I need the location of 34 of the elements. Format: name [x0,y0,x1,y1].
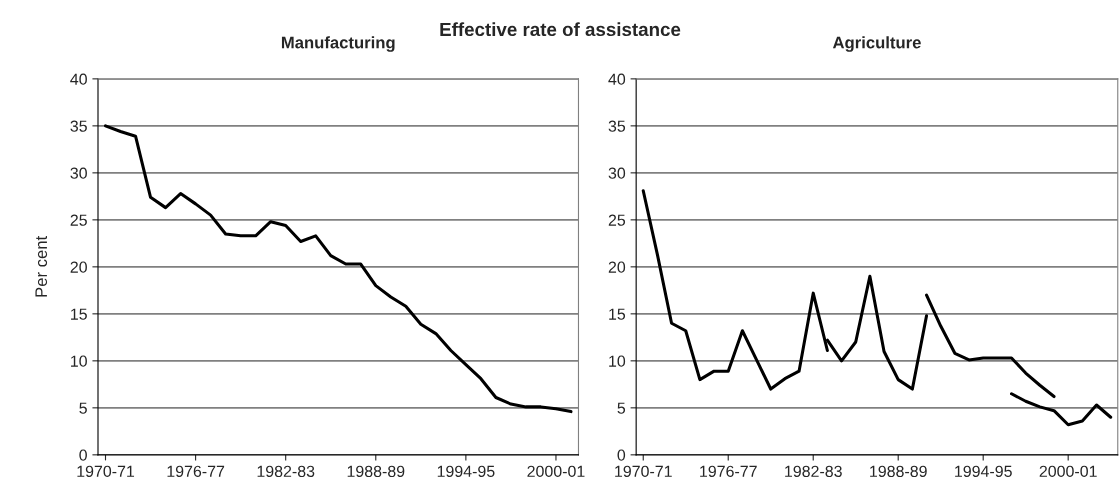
x-tick-label: 1976-77 [167,465,225,477]
x-tick-label: 1982-83 [257,465,315,477]
chart-title: Agriculture [832,36,921,52]
x-tick-label: 1988-89 [347,465,405,477]
y-tick-label: 25 [608,214,626,226]
chart-title: Manufacturing [281,36,395,52]
y-tick-label: 15 [71,308,87,320]
x-tick-label: 2000-01 [1039,465,1097,477]
x-tick-label: 1970-71 [77,465,135,477]
y-tick-label: 40 [608,73,626,85]
x-tick-label: 1976-77 [700,465,757,477]
y-tick-label: 25 [70,214,87,226]
y-tick-label: 20 [608,261,626,273]
y-tick-label: 10 [609,355,626,367]
y-tick-label: 0 [79,449,87,461]
y-tick-label: 35 [608,120,626,132]
y-tick-label: 20 [70,261,87,273]
y-tick-label: 30 [608,167,626,179]
y-tick-label: 35 [70,120,87,132]
x-tick-label: 1970-71 [615,465,672,477]
text: Effective rate of assistance [440,22,681,37]
x-tick-label: 1988-89 [870,465,927,477]
x-tick-label: 1994-95 [437,465,495,477]
y-tick-label: 15 [609,308,626,320]
x-tick-label: 1994-95 [955,465,1012,477]
y-tick-label: 0 [617,449,626,461]
y-tick-label: 10 [71,355,87,367]
x-tick-label: 1982-83 [785,465,842,477]
y-tick-label: 5 [79,402,87,414]
y-tick-label: 30 [70,167,87,179]
y-tick-label: 40 [70,73,87,85]
x-tick-label: 2000-01 [527,465,585,477]
y-tick-label: 5 [617,402,626,414]
y-axis-title: Per cent [35,235,48,297]
